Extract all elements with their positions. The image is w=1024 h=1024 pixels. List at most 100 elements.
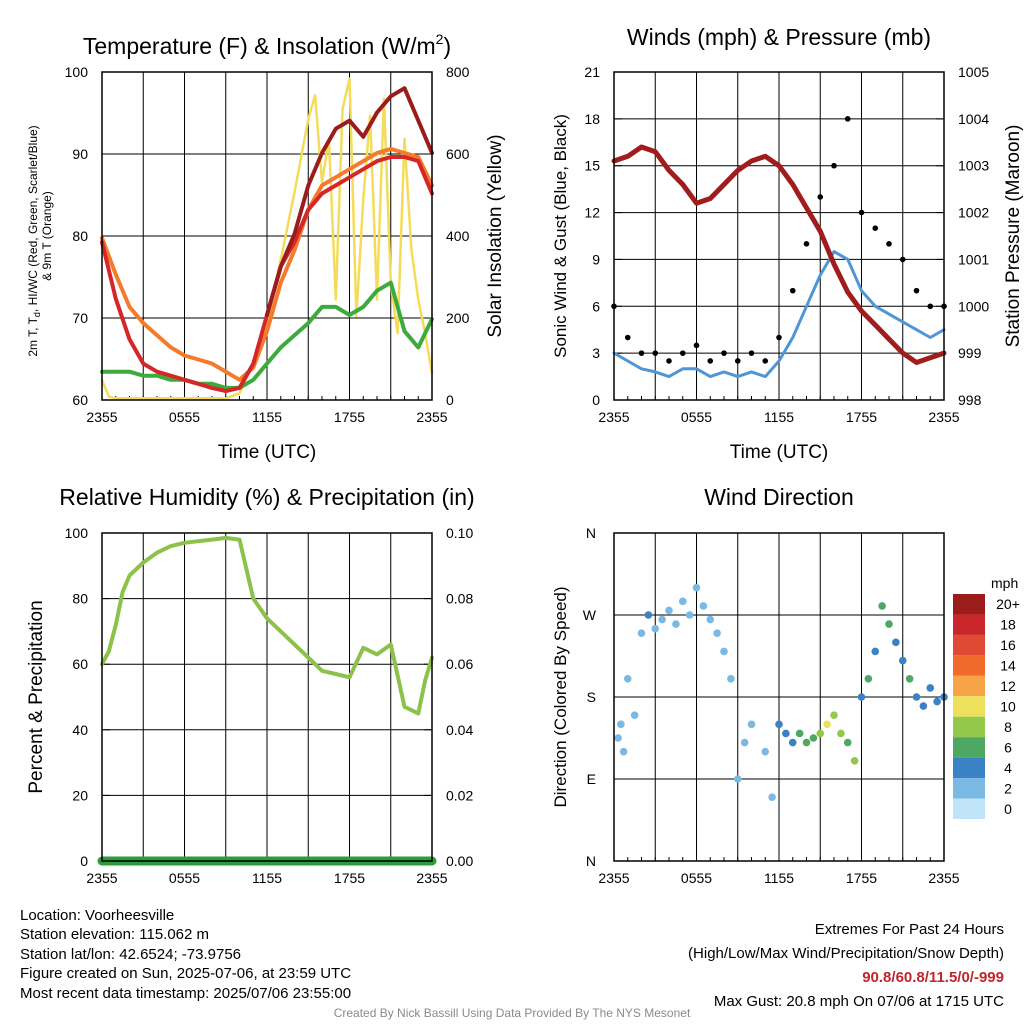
wind-y-label: Sonic Wind & Gust (Blue, Black): [551, 114, 570, 358]
colorbar-swatch: [953, 675, 985, 697]
wind-y-right-tick-label: 1005: [958, 64, 989, 80]
wind-y-right-tick-label: 1002: [958, 205, 989, 221]
wind-y-tick-label: 18: [584, 111, 600, 127]
wind-panel: Winds (mph) & Pressure (mb) 2355 0555 1155 1…: [551, 24, 1024, 463]
colorbar-label: 2: [1004, 780, 1012, 796]
rh-y-right-tick-label: 0.06: [446, 656, 473, 672]
direction-point: [740, 738, 749, 747]
direction-point: [809, 734, 818, 742]
direction-point: [802, 738, 811, 747]
temperature-title-text: Temperature (F) & Insolation (W/m: [83, 33, 436, 59]
dir-x-tick-label: 2355: [928, 870, 959, 886]
gust-point: [844, 116, 851, 122]
gust-point: [666, 358, 672, 364]
extremes-summary: Extremes For Past 24 Hours (High/Low/Max…: [688, 918, 1004, 1014]
colorbar-swatch: [953, 594, 985, 615]
wind-y-tick-label: 0: [592, 392, 600, 408]
direction-point: [619, 747, 628, 756]
rh-y-tick-label: 80: [72, 591, 88, 607]
station-info: Location: Voorheesville Station elevatio…: [20, 906, 351, 1003]
direction-point: [637, 629, 646, 638]
direction-y-tick-label: N: [586, 525, 596, 541]
temperature-panel: Temperature (F) & Insolation (W/m2)2355 0…: [26, 31, 506, 463]
temp-x-tick-label: 1755: [334, 409, 365, 425]
temperature-y-label-part: , HI/WC (Red, Green, Scarlet/Blue): [26, 125, 40, 312]
direction-point: [857, 693, 866, 701]
temperature-title-superscript: 2: [436, 31, 444, 47]
wind-y-right-tick-label: 999: [958, 345, 982, 361]
gust-point: [748, 350, 755, 356]
temp-y-right-tick-label: 800: [446, 64, 470, 80]
gust-point: [899, 256, 906, 263]
dir-x-tick-label: 2355: [598, 870, 629, 886]
wind-y-right-tick-label: 1003: [958, 158, 989, 174]
humidity-title: Relative Humidity (%) & Precipitation (i…: [59, 484, 474, 510]
dir-x-tick-label: 1755: [846, 870, 877, 886]
wind-x-label: Time (UTC): [730, 442, 829, 463]
temp-y-tick-label: 60: [72, 392, 88, 408]
temp-y-right-tick-label: 200: [446, 310, 470, 326]
colorbar-swatch: [953, 757, 985, 779]
direction-point: [871, 647, 880, 656]
colorbar-label: 10: [1000, 699, 1016, 715]
direction-point: [617, 720, 625, 729]
direction-point: [644, 611, 653, 619]
max-gust: Max Gust: 20.8 mph On 07/06 at 1715 UTC: [713, 993, 1004, 1010]
wind-x-tick-label: 2355: [928, 409, 959, 425]
rh-x-tick-label: 2355: [416, 870, 447, 886]
series-dewpoint_green: [100, 280, 434, 390]
colorbar-label: 18: [1000, 617, 1016, 633]
direction-point: [678, 597, 687, 606]
temperature-y-label-subscript: d: [32, 312, 42, 317]
direction-y-tick-label: S: [587, 689, 596, 705]
direction-point: [864, 674, 873, 683]
gust-point: [913, 287, 920, 294]
gust-point: [776, 334, 782, 341]
temperature-title: Temperature (F) & Insolation (W/m2): [83, 31, 451, 59]
direction-point: [830, 711, 838, 720]
series-rh: [100, 535, 434, 716]
gust-point: [927, 303, 934, 310]
humidity-y-label: Percent & Precipitation: [26, 600, 47, 793]
colorbar-swatch: [953, 798, 985, 819]
temp-plot-frame: [101, 71, 433, 401]
wind-y-tick-label: 21: [584, 64, 600, 80]
direction-point: [761, 747, 770, 756]
series-heat_index_scarlet: [265, 86, 434, 317]
direction-point: [926, 684, 935, 692]
direction-point: [892, 638, 900, 647]
gust-point: [831, 162, 837, 169]
colorbar-label: 8: [1004, 719, 1012, 735]
dir-x-tick-label: 1155: [764, 870, 794, 886]
rh-x-tick-label: 2355: [86, 870, 117, 886]
direction-point: [905, 674, 914, 683]
rh-y-tick-label: 20: [72, 787, 88, 803]
direction-point: [843, 738, 852, 747]
temp-y-right-tick-label: 400: [446, 228, 470, 244]
direction-title: Wind Direction: [704, 484, 854, 510]
colorbar-swatch: [953, 614, 985, 635]
gust-point: [803, 241, 810, 247]
direction-y-tick-label: N: [586, 853, 596, 869]
colorbar-label: 16: [1000, 637, 1016, 653]
direction-point: [878, 602, 886, 610]
direction-point: [788, 738, 797, 747]
rh-y-right-tick-label: 0.08: [446, 591, 473, 607]
dir-plot-frame: [613, 532, 945, 862]
wind-y-right-tick-label: 1000: [958, 298, 989, 314]
rh-y-tick-label: 100: [65, 525, 89, 541]
direction-point: [782, 729, 790, 738]
rh-x-tick-label: 0555: [169, 870, 200, 886]
direction-point: [651, 624, 660, 633]
wind-y-right-tick-label: 1004: [958, 111, 989, 127]
temp-x-tick-label: 0555: [169, 409, 200, 425]
direction-point: [699, 602, 708, 610]
gust-point: [789, 287, 796, 294]
temp-y-tick-label: 80: [72, 228, 88, 244]
gust-point: [734, 358, 741, 364]
direction-point: [768, 793, 776, 802]
direction-point: [885, 620, 893, 628]
series-pressure: [611, 144, 947, 365]
colorbar-swatch: [953, 634, 985, 656]
